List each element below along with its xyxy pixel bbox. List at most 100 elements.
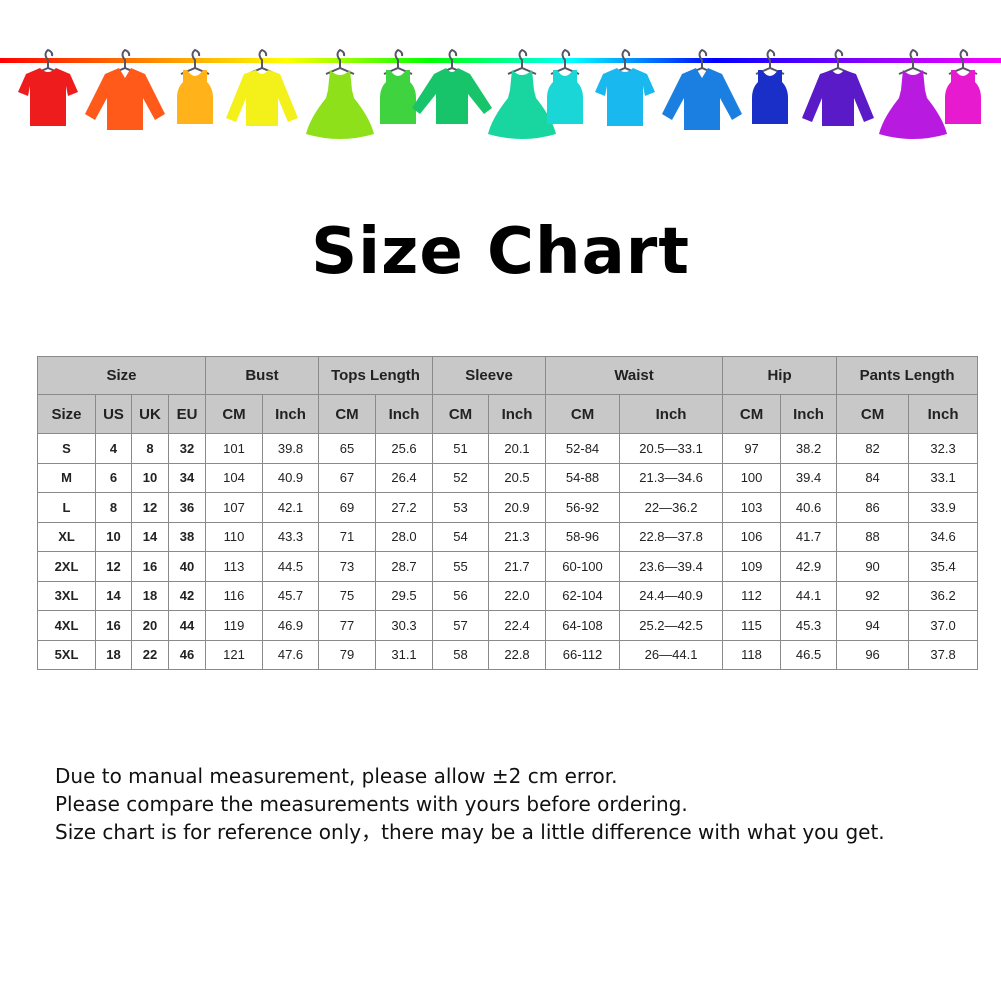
table-cell: 58 xyxy=(432,639,490,670)
table-cell: 23.6—39.4 xyxy=(619,551,724,582)
table-cell: 118 xyxy=(722,639,782,670)
column-header: CM xyxy=(205,394,264,434)
table-row: 4XL 16 20 44 119 46.9 77 30.3 57 22.4 64-108 25.2—4… xyxy=(37,610,979,641)
column-header: EU xyxy=(167,394,207,434)
table-cell: 42.1 xyxy=(262,492,320,523)
table-cell: 21.3 xyxy=(488,521,547,552)
table-cell: 43.3 xyxy=(262,521,320,552)
table-cell: 103 xyxy=(722,492,782,523)
table-cell: 20.9 xyxy=(488,492,547,523)
group-header: Bust xyxy=(205,356,320,395)
table-cell: 20.1 xyxy=(488,433,547,464)
table-cell: 26—44.1 xyxy=(619,639,724,670)
table-cell: 56 xyxy=(432,580,490,611)
table-cell: 53 xyxy=(432,492,490,523)
clothesline-rope xyxy=(0,58,1001,63)
size-chart-table: Size Bust Tops Length Sleeve Waist Hip Pants L… xyxy=(36,356,979,670)
table-cell: 21.3—34.6 xyxy=(619,462,724,493)
column-header: CM xyxy=(432,394,490,434)
group-header: Hip xyxy=(722,356,838,395)
table-cell: 26.4 xyxy=(375,462,434,493)
shirt-icon xyxy=(85,48,165,130)
table-cell: 110 xyxy=(205,521,264,552)
table-cell: 5XL xyxy=(37,639,96,670)
table-cell: 54-88 xyxy=(545,462,621,493)
table-cell: 65 xyxy=(318,433,377,464)
table-cell: 16 xyxy=(95,610,132,641)
table-cell: 36 xyxy=(167,492,207,523)
tshirt-icon xyxy=(18,48,78,126)
table-cell: 40.6 xyxy=(780,492,838,523)
table-cell: 20.5 xyxy=(488,462,547,493)
table-row: 2XL 12 16 40 113 44.5 73 28.7 55 21.7 60-100 23.6—3… xyxy=(37,551,979,582)
table-cell: 8 xyxy=(131,433,169,464)
table-cell: 60-100 xyxy=(545,551,621,582)
group-header: Waist xyxy=(545,356,724,395)
table-cell: 25.6 xyxy=(375,433,434,464)
table-cell: 107 xyxy=(205,492,264,523)
table-row: 5XL 18 22 46 121 47.6 79 31.1 58 22.8 66-112 26—44.… xyxy=(37,639,979,670)
table-cell: 39.8 xyxy=(262,433,320,464)
table-cell: 4XL xyxy=(37,610,96,641)
table-cell: 40 xyxy=(167,551,207,582)
column-header: Inch xyxy=(262,394,320,434)
table-cell: 32.3 xyxy=(908,433,979,464)
table-cell: L xyxy=(37,492,96,523)
table-cell: 20 xyxy=(131,610,169,641)
table-cell: 71 xyxy=(318,521,377,552)
table-cell: 54 xyxy=(432,521,490,552)
table-cell: 112 xyxy=(722,580,782,611)
column-header: US xyxy=(95,394,132,434)
table-cell: 57 xyxy=(432,610,490,641)
table-cell: 92 xyxy=(836,580,910,611)
table-cell: 52-84 xyxy=(545,433,621,464)
table-cell: 62-104 xyxy=(545,580,621,611)
column-header: CM xyxy=(722,394,782,434)
sweater-icon xyxy=(802,48,874,126)
column-header: Size xyxy=(37,394,96,434)
group-header-row: Size Bust Tops Length Sleeve Waist Hip Pants L… xyxy=(36,356,979,395)
table-cell: 2XL xyxy=(37,551,96,582)
table-cell: 34 xyxy=(167,462,207,493)
tshirt-icon xyxy=(595,48,655,126)
table-cell: 46 xyxy=(167,639,207,670)
table-cell: 104 xyxy=(205,462,264,493)
dress-icon xyxy=(879,48,947,139)
table-cell: 22—36.2 xyxy=(619,492,724,523)
table-cell: 75 xyxy=(318,580,377,611)
note-line: Please compare the measurements with you… xyxy=(55,792,688,816)
table-cell: 47.6 xyxy=(262,639,320,670)
table-cell: 44.5 xyxy=(262,551,320,582)
table-cell: 30.3 xyxy=(375,610,434,641)
table-cell: M xyxy=(37,462,96,493)
table-cell: 22.0 xyxy=(488,580,547,611)
column-header: CM xyxy=(836,394,910,434)
table-cell: 39.4 xyxy=(780,462,838,493)
table-cell: 97 xyxy=(722,433,782,464)
table-cell: S xyxy=(37,433,96,464)
table-cell: 56-92 xyxy=(545,492,621,523)
table-cell: 14 xyxy=(95,580,132,611)
table-cell: 28.7 xyxy=(375,551,434,582)
table-cell: 106 xyxy=(722,521,782,552)
table-cell: 32 xyxy=(167,433,207,464)
column-header: CM xyxy=(318,394,377,434)
table-cell: 101 xyxy=(205,433,264,464)
group-header: Tops Length xyxy=(318,356,434,395)
tank-top-icon xyxy=(177,48,213,124)
table-cell: 73 xyxy=(318,551,377,582)
dress-icon xyxy=(306,48,374,139)
table-cell: 90 xyxy=(836,551,910,582)
table-cell: 37.8 xyxy=(908,639,979,670)
table-cell: 38.2 xyxy=(780,433,838,464)
table-cell: 12 xyxy=(95,551,132,582)
table-cell: 29.5 xyxy=(375,580,434,611)
table-cell: 88 xyxy=(836,521,910,552)
table-cell: 10 xyxy=(131,462,169,493)
table-cell: 58-96 xyxy=(545,521,621,552)
table-cell: 22.8 xyxy=(488,639,547,670)
notes: Due to manual measurement, please allow … xyxy=(55,762,885,846)
table-cell: 113 xyxy=(205,551,264,582)
table-cell: 94 xyxy=(836,610,910,641)
table-row: XL 10 14 38 110 43.3 71 28.0 54 21.3 58-96 22.8—37.… xyxy=(37,521,979,552)
